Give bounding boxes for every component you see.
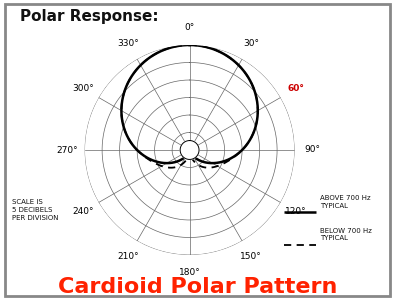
Text: 180°: 180° <box>179 268 201 277</box>
Polygon shape <box>180 140 199 159</box>
Text: 210°: 210° <box>117 252 139 261</box>
Text: 300°: 300° <box>72 84 94 93</box>
Text: 270°: 270° <box>56 146 77 154</box>
Text: 330°: 330° <box>117 39 139 48</box>
Text: SCALE IS
5 DECIBELS
PER DIVISION: SCALE IS 5 DECIBELS PER DIVISION <box>12 199 58 221</box>
Text: BELOW 700 Hz
TYPICAL: BELOW 700 Hz TYPICAL <box>320 228 372 242</box>
Text: 90°: 90° <box>305 146 320 154</box>
Text: 120°: 120° <box>285 207 307 216</box>
Text: 240°: 240° <box>72 207 94 216</box>
Text: 30°: 30° <box>243 39 259 48</box>
Text: 0°: 0° <box>184 22 195 32</box>
Text: 60°: 60° <box>288 84 305 93</box>
Text: Polar Response:: Polar Response: <box>20 9 158 24</box>
Text: ABOVE 700 Hz
TYPICAL: ABOVE 700 Hz TYPICAL <box>320 195 371 208</box>
Text: Cardioid Polar Pattern: Cardioid Polar Pattern <box>58 277 337 297</box>
Text: 150°: 150° <box>240 252 262 261</box>
